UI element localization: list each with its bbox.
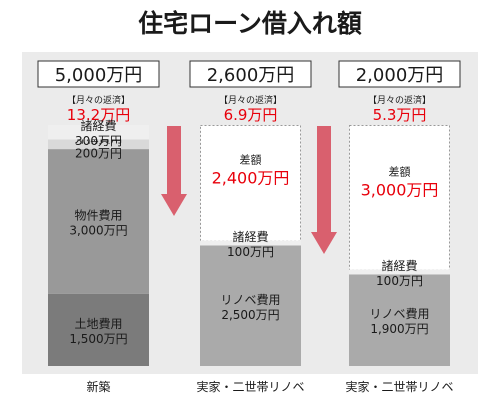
bar-segment xyxy=(48,149,149,294)
bar-segment xyxy=(349,274,450,366)
segment-value: 100万円 xyxy=(376,274,423,288)
segment-value: 3,000万円 xyxy=(69,223,127,237)
difference-caption: 差額 xyxy=(389,165,411,179)
down-arrow xyxy=(311,126,337,254)
segment-name: 土地費用 xyxy=(74,316,122,331)
difference-value: 2,400万円 xyxy=(212,169,290,188)
segment-name: 諸経費 xyxy=(381,258,417,273)
total-label: 5,000万円 xyxy=(55,65,143,86)
monthly-value: 6.9万円 xyxy=(224,106,278,124)
difference-outline xyxy=(349,125,450,271)
chart-title: 住宅ローン借入れ額 xyxy=(138,9,362,38)
category-label: 新築 xyxy=(86,379,110,394)
total-label: 2,000万円 xyxy=(356,65,444,86)
segment-name: リノベ費用 xyxy=(369,306,429,321)
bar-segment xyxy=(200,240,301,246)
total-label-box xyxy=(37,60,160,88)
segment-value: 100万円 xyxy=(227,245,274,259)
monthly-caption: 【月々の返済】 xyxy=(368,94,431,106)
bar-segment xyxy=(48,293,149,366)
segment-name: 物件費用 xyxy=(74,207,122,222)
segment-name: 諸経費 xyxy=(80,118,116,133)
difference-caption: 差額 xyxy=(240,153,262,167)
bar-segment xyxy=(200,245,301,366)
bar-segment xyxy=(48,125,149,140)
segment-name: リノベ費用 xyxy=(220,292,280,307)
monthly-caption: 【月々の返済】 xyxy=(219,94,282,106)
segment-value: 300万円 xyxy=(75,134,122,148)
total-label-box xyxy=(189,60,312,88)
category-label: 実家・二世帯リノベ xyxy=(196,379,304,394)
difference-value: 3,000万円 xyxy=(361,181,439,200)
segment-name: 諸経費 xyxy=(232,229,268,244)
total-label: 2,600万円 xyxy=(207,65,295,86)
monthly-value: 13.2万円 xyxy=(67,106,130,124)
segment-value: 200万円 xyxy=(75,146,122,160)
difference-outline xyxy=(200,125,301,242)
bar-segment xyxy=(349,269,450,275)
category-label: 実家・二世帯リノベ xyxy=(345,379,453,394)
segment-value: 2,500万円 xyxy=(221,308,279,322)
segment-value: 1,900万円 xyxy=(370,322,428,336)
total-label-box xyxy=(338,60,461,88)
monthly-caption: 【月々の返済】 xyxy=(67,94,130,106)
bar-segment xyxy=(48,139,149,150)
down-arrow xyxy=(161,126,187,216)
segment-value: 1,500万円 xyxy=(69,332,127,346)
monthly-value: 5.3万円 xyxy=(373,106,427,124)
